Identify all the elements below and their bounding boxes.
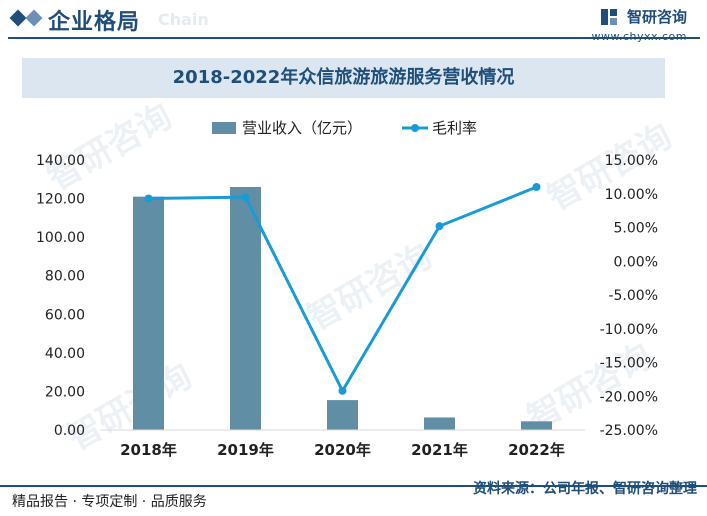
header-watermark-text: Chain (158, 10, 209, 29)
chart-title: 2018-2022年众信旅游旅游服务营收情况 (172, 67, 515, 88)
left-tick-label: 140.00 (36, 153, 85, 169)
legend-bar-swatch (212, 122, 236, 134)
line-point (338, 386, 347, 395)
chart-title-band: 2018-2022年众信旅游旅游服务营收情况 (22, 58, 665, 98)
brand-logo: 智研咨询 (600, 6, 687, 27)
line-point (144, 194, 153, 203)
left-tick-label: 120.00 (36, 192, 85, 208)
logo-url: www.chyxx.com (591, 30, 687, 43)
left-tick-label: 20.00 (45, 384, 85, 400)
section-title: 企业格局 (48, 10, 141, 35)
category-label: 2019年 (217, 441, 274, 459)
right-tick-label: -10.00% (600, 322, 658, 338)
footer-divider (0, 485, 707, 487)
x-axis: 2018年 2019年 2020年 2021年 2022年 (100, 429, 585, 459)
logo-icon (600, 8, 617, 25)
bar (521, 421, 552, 430)
left-tick-label: 100.00 (36, 230, 85, 246)
left-tick-label: 60.00 (45, 307, 85, 323)
diamond-icon (9, 9, 27, 27)
right-tick-label: 10.00% (605, 187, 658, 203)
right-tick-label: -25.00% (600, 423, 658, 439)
line-series (144, 183, 541, 395)
right-tick-label: 0.00% (614, 254, 658, 270)
left-tick-label: 0.00 (54, 423, 85, 439)
footer-slogan: 精品报告 · 专项定制 · 品质服务 (12, 494, 207, 510)
legend-label: 毛利率 (432, 119, 477, 137)
left-tick-label: 40.00 (45, 346, 85, 362)
right-tick-label: -20.00% (600, 389, 658, 405)
category-label: 2018年 (120, 441, 177, 459)
right-tick-label: 15.00% (605, 153, 658, 169)
category-label: 2021年 (411, 441, 468, 459)
combo-chart: 营业收入（亿元） 毛利率 0.00 20.00 40.00 60.00 80.00 100.… (36, 119, 658, 459)
left-axis: 0.00 20.00 40.00 60.00 80.00 100.00 120.00 140.… (36, 153, 85, 439)
logo-name: 智研咨询 (626, 8, 687, 26)
data-source: 资料来源：公司年报、智研咨询整理 (473, 481, 697, 497)
line-point (241, 193, 250, 202)
line-point (532, 183, 541, 191)
category-label: 2022年 (508, 441, 565, 459)
right-axis: -25.00% -20.00% -15.00% -10.00% -5.00% 0.00% 5… (600, 153, 658, 439)
bar (424, 417, 455, 430)
diamond-icon (25, 9, 43, 27)
category-label: 2020年 (314, 441, 371, 459)
header: 企业格局 Chain 智研咨询 www.chyxx.com (0, 0, 707, 43)
bar (327, 400, 358, 430)
chart-legend: 营业收入（亿元） 毛利率 (212, 119, 477, 137)
legend-label: 营业收入（亿元） (242, 119, 362, 137)
bar-series (133, 187, 552, 430)
line-path (148, 185, 538, 394)
line-point (435, 222, 444, 231)
right-tick-label: -5.00% (608, 288, 658, 304)
bar (133, 196, 164, 430)
header-divider (8, 37, 700, 39)
right-tick-label: 5.00% (614, 221, 658, 237)
legend-line-marker (411, 124, 419, 132)
left-tick-label: 80.00 (45, 269, 85, 285)
bar (230, 187, 261, 430)
right-tick-label: -15.00% (600, 356, 658, 372)
